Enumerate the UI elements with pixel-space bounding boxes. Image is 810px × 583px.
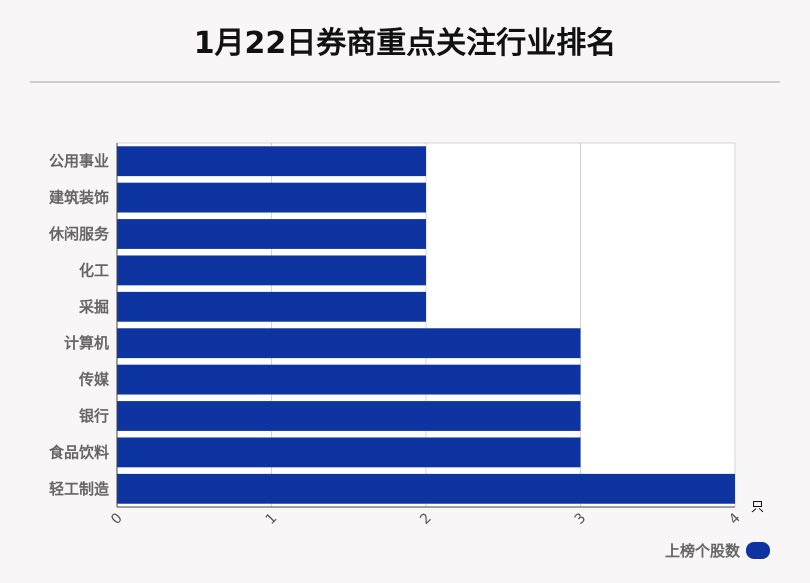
y-tick-label: 食品饮料 (49, 443, 109, 461)
x-tick-label: 2 (417, 510, 435, 528)
y-tick-label: 银行 (79, 407, 109, 425)
bar (117, 473, 735, 504)
x-unit-label: 只 (751, 500, 764, 515)
y-tick-label: 采掘 (78, 298, 109, 316)
y-tick-label: 轻工制造 (49, 480, 109, 498)
bar (117, 328, 581, 359)
legend[interactable]: 上榜个股数 (665, 540, 770, 561)
legend-swatch (746, 542, 770, 559)
bar (117, 255, 426, 286)
y-tick-label: 化工 (79, 261, 109, 279)
x-tick-label: 3 (572, 510, 590, 528)
chart-title: 1月22日券商重点关注行业排名 (193, 26, 617, 61)
y-tick-label: 传媒 (78, 371, 110, 389)
bar (117, 437, 581, 468)
x-tick-label: 0 (108, 510, 126, 528)
bar (117, 182, 426, 213)
y-tick-label: 建筑装饰 (49, 189, 109, 207)
x-tick-label: 1 (263, 510, 281, 528)
y-tick-label: 公用事业 (49, 152, 109, 170)
legend-label: 上榜个股数 (664, 542, 740, 560)
bar (117, 364, 581, 395)
x-tick-label: 4 (726, 510, 744, 528)
bar (117, 219, 426, 249)
bar (117, 401, 581, 431)
bar (117, 146, 426, 177)
y-tick-label: 计算机 (64, 334, 109, 352)
title-divider (30, 81, 780, 83)
bar (117, 291, 426, 322)
y-tick-label: 休闲服务 (48, 225, 110, 243)
